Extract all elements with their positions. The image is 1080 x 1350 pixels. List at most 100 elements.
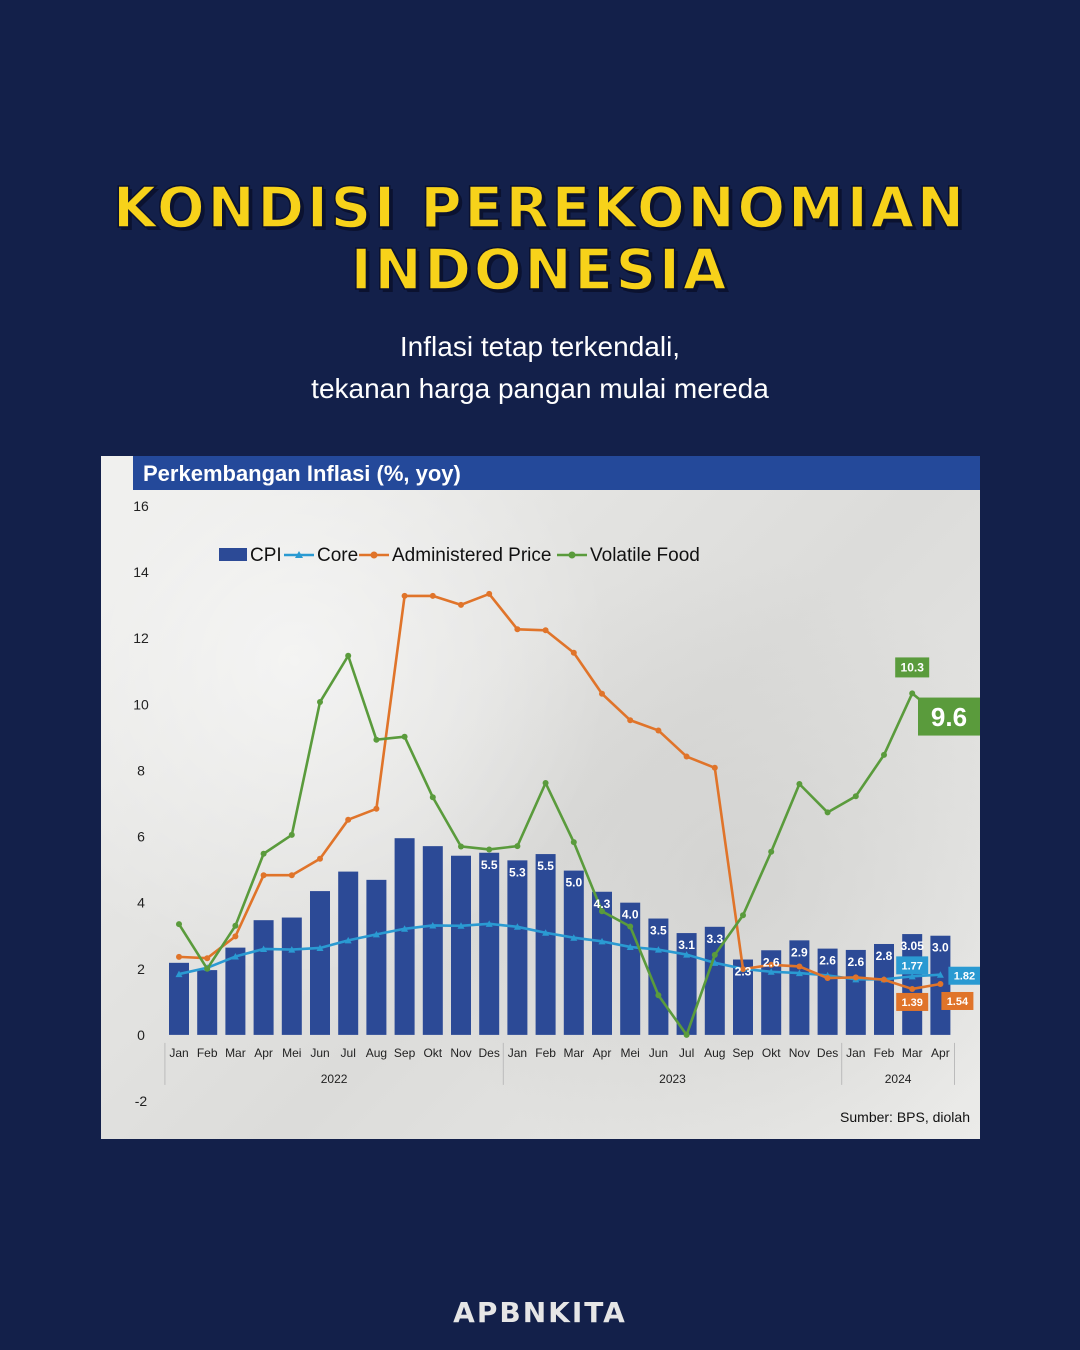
y-tick-label: 4 — [137, 895, 145, 911]
x-tick-label: Aug — [704, 1046, 725, 1060]
cpi-bar — [338, 871, 359, 1035]
cpi-bar — [704, 926, 725, 1035]
core-point — [316, 944, 324, 951]
volatile-food-point — [176, 921, 182, 928]
volatile-food-point — [232, 922, 239, 929]
volatile-food-callout-label: 9.6 — [931, 702, 967, 732]
legend-label-cpi: CPI — [250, 545, 282, 566]
administered-price-point — [683, 753, 690, 760]
administered-price-point — [711, 764, 718, 771]
core-line — [178, 922, 941, 981]
cpi-bar — [253, 920, 274, 1035]
volatile-food-callout-box — [895, 657, 930, 678]
x-tick-label: Nov — [450, 1046, 471, 1060]
cpi-bar — [479, 852, 500, 1035]
x-tick-label: Jan — [846, 1046, 865, 1060]
cpi-bar — [535, 854, 556, 1035]
administered-price-point — [740, 966, 746, 973]
volatile-food-point — [542, 780, 549, 787]
administered-price-point — [514, 626, 521, 633]
x-tick-label: Jan — [508, 1046, 527, 1060]
x-tick-label: Des — [479, 1046, 500, 1060]
y-tick-label: 6 — [137, 829, 145, 845]
x-tick-label: Mei — [621, 1046, 640, 1060]
core-point — [372, 930, 380, 938]
x-tick-label: Mar — [225, 1046, 246, 1060]
administered-price-point — [824, 975, 831, 982]
administered-price-point — [852, 974, 859, 981]
volatile-food-point — [288, 831, 295, 838]
core-point — [429, 921, 437, 929]
administered-price-point — [288, 872, 295, 879]
y-tick-label: 12 — [133, 630, 149, 646]
chart-title: Perkembangan Inflasi (%, yoy) — [143, 461, 461, 486]
volatile-food-point — [345, 652, 352, 659]
x-tick-label: Mei — [282, 1046, 301, 1060]
x-tick-label: Apr — [254, 1046, 273, 1060]
core-point — [485, 920, 493, 927]
volatile-food-point — [429, 794, 436, 801]
administered-price-point — [909, 985, 916, 992]
cpi-data-label: 2.6 — [819, 954, 836, 968]
chart-title-bar — [133, 456, 980, 490]
administered-price-callout-label: 1.39 — [901, 997, 922, 1009]
cpi-data-label: 5.0 — [565, 876, 582, 890]
cpi-data-label: 5.5 — [537, 859, 554, 873]
core-point — [260, 945, 268, 952]
administered-price-point — [881, 976, 887, 983]
cpi-data-label: 2.6 — [847, 955, 864, 969]
legend-marker-core — [295, 551, 303, 558]
cpi-bar — [789, 940, 810, 1035]
volatile-food-callout-label: 10.3 — [901, 661, 925, 675]
y-tick-label: 2 — [137, 961, 145, 977]
administered-price-point — [655, 727, 662, 734]
core-point — [457, 922, 465, 929]
cpi-bar — [281, 917, 302, 1035]
x-tick-label: Aug — [366, 1046, 387, 1060]
y-tick-label: 14 — [133, 564, 149, 580]
core-callout-label: 1.82 — [954, 971, 975, 983]
volatile-food-point — [655, 992, 662, 999]
x-tick-label: Okt — [762, 1046, 781, 1060]
core-point — [598, 937, 606, 945]
cpi-data-label: 3.1 — [678, 938, 695, 952]
administered-price-point — [373, 805, 380, 812]
y-tick-label: -2 — [135, 1093, 148, 1109]
volatile-food-callout-box — [918, 697, 980, 736]
x-tick-label: Jul — [679, 1046, 694, 1060]
core-point — [513, 923, 521, 930]
legend-label-core: Core — [317, 545, 358, 566]
cpi-data-label: 5.3 — [509, 865, 526, 879]
x-tick-label: Feb — [535, 1046, 556, 1060]
y-tick-label: 10 — [133, 696, 149, 712]
cpi-bar — [197, 970, 218, 1035]
volatile-food-point — [711, 951, 718, 958]
x-tick-label: Des — [817, 1046, 838, 1060]
core-callout-box — [896, 956, 929, 975]
volatile-food-point — [458, 843, 464, 850]
cpi-bar — [422, 846, 443, 1035]
x-tick-label: Apr — [593, 1046, 612, 1060]
volatile-food-point — [401, 733, 408, 740]
core-point — [626, 943, 634, 950]
administered-price-point — [429, 592, 436, 599]
y-tick-label: 16 — [133, 498, 149, 514]
chart-source: Sumber: BPS, diolah — [840, 1109, 970, 1125]
volatile-food-point — [486, 846, 493, 853]
volatile-food-point — [881, 751, 887, 758]
cpi-bar — [817, 948, 838, 1035]
inflation-chart: 16 14 12 10 8 6 4 2 0 -2 5.5 5.3 5.5 5.0 4.3 4.0 3.5 3.1 3… — [133, 498, 980, 1109]
volatile-food-point — [599, 908, 605, 915]
legend-marker-administered-price — [370, 551, 378, 559]
volatile-food-point — [768, 848, 775, 855]
volatile-food-point — [852, 793, 859, 800]
core-point — [288, 946, 296, 953]
cpi-bar — [310, 891, 330, 1035]
cpi-bar — [592, 891, 612, 1035]
cpi-data-label: 2.8 — [876, 949, 893, 963]
cpi-bar — [507, 860, 528, 1035]
cpi-bar — [648, 918, 669, 1035]
year-label: 2024 — [885, 1072, 912, 1086]
main-title-line-1: Kondisi Perekonomian — [112, 176, 967, 241]
cpi-bar — [676, 933, 697, 1035]
